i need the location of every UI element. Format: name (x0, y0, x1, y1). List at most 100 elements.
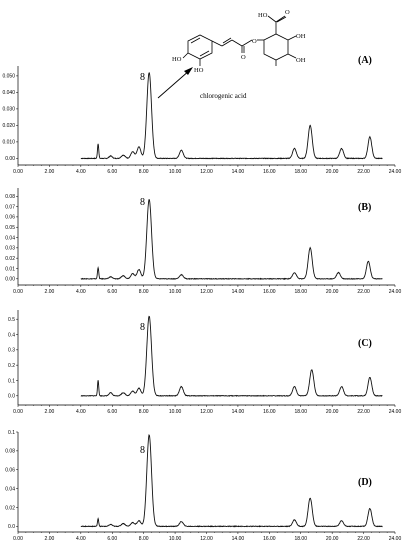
chromatogram-trace-c (80, 315, 383, 397)
panel-label-c: (C) (358, 338, 372, 349)
x-tick-label-b: 18.00 (294, 289, 307, 295)
y-tick-label-a: 0.050 (2, 74, 15, 80)
y-tick-label-c: 0.1 (8, 378, 15, 384)
panel-label-d: (D) (358, 477, 372, 488)
x-tick-label-c: 20.00 (326, 409, 339, 415)
y-tick-label-a: 0.00 (5, 156, 15, 162)
x-tick-label-b: 12.00 (200, 289, 213, 295)
y-tick-label-d: 0.06 (5, 468, 15, 474)
x-tick-label-c: 6.00 (107, 409, 117, 415)
x-tick-label-a: 2.00 (45, 169, 55, 175)
x-tick-label-d: 0.00 (13, 536, 23, 542)
x-tick-label-c: 8.00 (139, 409, 149, 415)
arrow-head (184, 67, 193, 75)
x-tick-label-c: 4.00 (76, 409, 86, 415)
x-tick-label-a: 16.00 (263, 169, 276, 175)
struct-label-o-carboxyl: O (285, 9, 290, 16)
benzene-ring (187, 34, 213, 60)
x-tick-label-a: 12.00 (200, 169, 213, 175)
y-tick-label-d: 0.04 (5, 486, 15, 492)
chromatogram-panel-c: 0.00 2.00 4.00 6.00 8.00 10.00 12.00 14.00 16.00… (8, 310, 401, 415)
y-tick-label-b: 0.03 (5, 246, 15, 252)
x-tick-label-b: 4.00 (76, 289, 86, 295)
y-tick-label-c: 0.3 (8, 348, 15, 354)
y-tick-label-d: 0.02 (5, 505, 15, 511)
x-tick-label-d: 4.00 (76, 536, 86, 542)
x-tick-label-d: 8.00 (139, 536, 149, 542)
struct-label-ho-3: HO (258, 12, 268, 19)
peak-label-b: 8 (140, 197, 145, 208)
x-tick-label-c: 10.00 (169, 409, 182, 415)
x-tick-label-c: 0.00 (13, 409, 23, 415)
y-tick-label-c: 0.4 (8, 332, 15, 338)
y-tick-label-c: 0.0 (8, 394, 15, 400)
y-tick-label-d: 0.08 (5, 449, 15, 455)
chlorogenic-acid-structure (182, 15, 297, 66)
chromatogram-panel-a: 0.00 2.00 4.00 6.00 8.00 10.00 12.00 14.00 16.00… (2, 66, 401, 175)
y-tick-label-c: 0.2 (8, 363, 15, 369)
x-tick-label-d: 24.00 (389, 536, 402, 542)
y-tick-label-c: 0.5 (8, 317, 15, 323)
y-tick-label-b: 0.02 (5, 256, 15, 262)
y-tick-label-b: 0.06 (5, 215, 15, 221)
x-tick-label-a: 6.00 (107, 169, 117, 175)
annotation-chlorogenic-acid: chlorogenic acid (200, 92, 247, 100)
struct-label-ho-2: HO (194, 67, 204, 74)
annotation-arrow (157, 67, 193, 99)
quinic-ring (263, 33, 289, 61)
x-tick-label-c: 2.00 (45, 409, 55, 415)
y-tick-label-b: 0.07 (5, 204, 15, 210)
x-tick-label-a: 22.00 (357, 169, 370, 175)
chromatogram-panel-d: 0.00 2.00 4.00 6.00 8.00 10.00 12.00 14.00 16.00… (5, 430, 401, 542)
arrow-shaft (157, 69, 191, 99)
x-tick-label-c: 12.00 (200, 409, 213, 415)
x-tick-label-a: 0.00 (13, 169, 23, 175)
peak-label-a: 8 (140, 72, 145, 83)
y-tick-label-a: 0.040 (2, 90, 15, 96)
chromatogram-trace-b (80, 199, 383, 280)
chromatogram-trace-a (80, 72, 383, 160)
x-tick-label-d: 10.00 (169, 536, 182, 542)
struct-label-ho-1: HO (172, 56, 182, 63)
x-tick-label-a: 18.00 (294, 169, 307, 175)
x-tick-label-c: 14.00 (232, 409, 245, 415)
x-tick-label-b: 10.00 (169, 289, 182, 295)
x-tick-label-d: 6.00 (107, 536, 117, 542)
x-tick-label-d: 20.00 (326, 536, 339, 542)
y-tick-label-d: 0.0 (8, 524, 15, 530)
peak-label-d: 8 (140, 445, 145, 456)
x-tick-label-a: 10.00 (169, 169, 182, 175)
x-tick-label-c: 18.00 (294, 409, 307, 415)
x-tick-label-b: 2.00 (45, 289, 55, 295)
y-tick-label-d: 0.1 (8, 430, 15, 436)
panel-label-a: (A) (358, 55, 372, 66)
y-tick-label-b: 0.05 (5, 225, 15, 231)
struct-label-o-ester: O (241, 54, 246, 61)
x-tick-label-b: 14.00 (232, 289, 245, 295)
x-tick-label-c: 16.00 (263, 409, 276, 415)
y-tick-label-a: 0.020 (2, 123, 15, 129)
x-tick-label-a: 8.00 (139, 169, 149, 175)
y-tick-label-b: 0.00 (5, 277, 15, 283)
peak-label-c: 8 (140, 322, 145, 333)
x-tick-label-b: 16.00 (263, 289, 276, 295)
x-tick-label-d: 16.00 (263, 536, 276, 542)
x-tick-label-a: 20.00 (326, 169, 339, 175)
x-tick-label-d: 2.00 (45, 536, 55, 542)
x-tick-label-a: 24.00 (389, 169, 402, 175)
x-tick-label-b: 6.00 (107, 289, 117, 295)
y-tick-label-b: 0.08 (5, 194, 15, 200)
x-tick-label-b: 8.00 (139, 289, 149, 295)
x-tick-label-b: 20.00 (326, 289, 339, 295)
x-tick-label-d: 18.00 (294, 536, 307, 542)
chromatogram-panel-b: 0.00 2.00 4.00 6.00 8.00 10.00 12.00 14.00 16.00… (5, 188, 401, 295)
y-tick-label-b: 0.04 (5, 235, 15, 241)
y-tick-label-a: 0.030 (2, 107, 15, 113)
x-tick-label-a: 4.00 (76, 169, 86, 175)
x-tick-label-d: 12.00 (200, 536, 213, 542)
x-tick-label-d: 14.00 (232, 536, 245, 542)
panel-label-b: (B) (358, 202, 371, 213)
x-tick-label-c: 24.00 (389, 409, 402, 415)
struct-label-oh-1: OH (296, 33, 306, 40)
